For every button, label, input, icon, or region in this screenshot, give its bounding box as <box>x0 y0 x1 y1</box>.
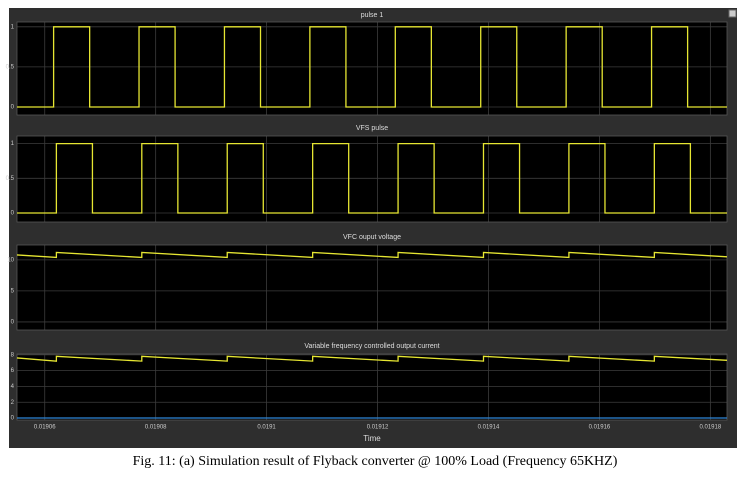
plot-border <box>16 21 728 116</box>
plot-area <box>17 136 727 222</box>
x-tick-label: 0.01916 <box>589 425 611 431</box>
caption: Fig. 11: (a) Simulation result of Flybac… <box>133 454 618 469</box>
series-line <box>16 355 728 362</box>
series-line <box>17 26 727 108</box>
y-tick-label: 8 <box>11 352 15 358</box>
y-tick-label: 0 <box>11 416 15 422</box>
y-tick-label: 6 <box>11 368 15 374</box>
y-tick-label: 0.5 <box>6 176 15 182</box>
series-line <box>16 251 728 259</box>
chart-title: VFC ouput voltage <box>343 234 401 241</box>
chart-title: pulse 1 <box>361 12 384 19</box>
plot-area <box>17 354 727 420</box>
plot-border <box>16 353 728 421</box>
plot-border <box>16 135 728 223</box>
x-tick-label: 0.01918 <box>700 425 722 431</box>
plot-area <box>17 22 727 115</box>
x-tick-label: 0.0191 <box>257 425 276 431</box>
x-tick-label: 0.01912 <box>367 425 389 431</box>
y-tick-label: 10 <box>7 257 14 263</box>
y-tick-label: 1 <box>11 141 15 147</box>
expand-icon[interactable] <box>728 9 737 18</box>
y-tick-label: 0 <box>11 211 15 217</box>
series-line <box>17 142 727 214</box>
y-tick-label: 0.5 <box>6 64 15 70</box>
y-tick-label: 2 <box>11 400 15 406</box>
x-axis-label: Time <box>363 434 381 443</box>
y-tick-label: 5 <box>11 288 15 294</box>
plot-border <box>16 244 728 331</box>
chart-title: Variable frequency controlled output cur… <box>304 343 439 350</box>
chart-title: VFS pulse <box>356 125 388 132</box>
y-tick-label: 1 <box>11 24 15 30</box>
x-tick-label: 0.01914 <box>478 425 500 431</box>
y-tick-label: 0 <box>11 105 15 111</box>
x-tick-label: 0.01906 <box>34 425 56 431</box>
y-tick-label: 4 <box>11 384 15 390</box>
y-tick-label: 0 <box>11 320 15 326</box>
plot-area <box>17 245 727 330</box>
x-tick-label: 0.01908 <box>145 425 167 431</box>
